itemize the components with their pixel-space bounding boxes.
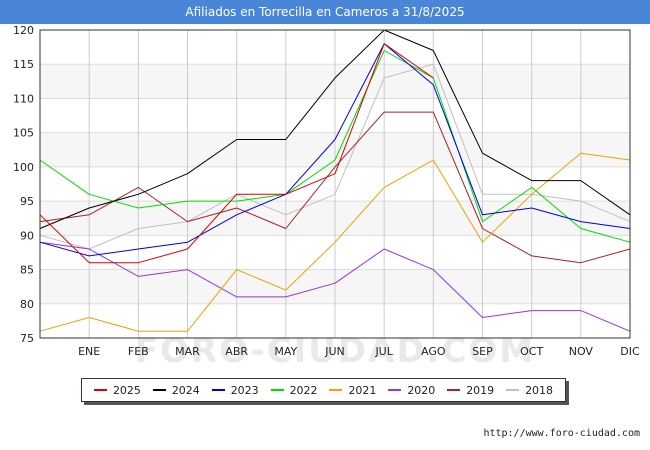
x-tick-label: AGO <box>421 345 446 358</box>
x-tick-label: MAY <box>274 345 297 358</box>
series-line-2021 <box>39 152 631 332</box>
legend-item-2020: 2020 <box>388 384 435 397</box>
y-tick-label: 100 <box>13 161 34 174</box>
legend-item-2023: 2023 <box>211 383 259 397</box>
legend-swatch <box>152 389 166 391</box>
legend-swatch <box>270 389 284 391</box>
legend-label: 2022 <box>289 383 318 397</box>
x-tick-label: ENE <box>78 345 100 358</box>
series-line-2019 <box>39 111 631 264</box>
plot-border <box>39 29 631 339</box>
legend-swatch <box>506 389 520 391</box>
x-tick-label: NOV <box>569 345 594 358</box>
x-axis-ticks: ENE FEB MAR ABR MAY JUN JUL AGO SEP OCT NOV DIC <box>78 345 640 358</box>
legend-label: 2018 <box>525 383 554 397</box>
legend-label: 2020 <box>407 383 436 397</box>
y-tick-label: 115 <box>13 58 34 71</box>
legend-item-2021: 2021 <box>329 384 376 397</box>
y-tick-label: 110 <box>13 92 34 105</box>
x-tick-label: DIC <box>620 345 640 358</box>
legend-swatch <box>211 389 225 391</box>
x-tick-label: JUL <box>374 345 393 358</box>
y-tick-label: 120 <box>13 24 34 37</box>
series-line-2022 <box>39 50 631 243</box>
y-tick-label: 90 <box>20 229 34 242</box>
title-bar: Afiliados en Torrecilla en Cameros a 31/… <box>0 0 650 24</box>
legend-item-2018: 2018 <box>506 384 553 397</box>
legend-swatch <box>447 389 461 391</box>
x-tick-label: MAR <box>175 345 200 358</box>
series-line-2020 <box>39 241 631 332</box>
x-tick-label: SEP <box>472 345 493 358</box>
x-tick-label: JUN <box>324 345 345 358</box>
legend-label: 2019 <box>466 383 495 397</box>
y-tick-label: 75 <box>20 332 34 345</box>
y-tick-label: 85 <box>20 264 34 277</box>
legend-item-2019: 2019 <box>447 384 494 397</box>
y-axis-ticks: 75 80 85 90 95 100 105 110 115 120 <box>13 24 34 345</box>
legend-swatch <box>93 389 107 391</box>
legend-swatch <box>329 389 343 391</box>
series-line-2023 <box>39 43 631 257</box>
source-url: http://www.foro-ciudad.com <box>483 428 640 439</box>
legend-label: 2021 <box>348 383 377 397</box>
legend-item-2025: 2025 <box>93 383 141 397</box>
legend-label: 2025 <box>112 383 141 397</box>
x-tick-label: FEB <box>128 345 149 358</box>
legend-label: 2024 <box>171 383 200 397</box>
legend-item-2024: 2024 <box>152 383 200 397</box>
series-line-2024 <box>39 29 631 229</box>
series-lines <box>39 29 631 332</box>
y-tick-label: 80 <box>20 298 34 311</box>
chart-title: Afiliados en Torrecilla en Cameros a 31/… <box>185 5 465 19</box>
series-line-2025 <box>39 43 434 264</box>
legend-label: 2023 <box>230 383 259 397</box>
y-tick-label: 95 <box>20 195 34 208</box>
legend-item-2022: 2022 <box>270 383 318 397</box>
legend-swatch <box>388 389 402 391</box>
x-tick-label: ABR <box>225 345 248 358</box>
legend: 2025 2024 2023 2022 2021 2020 2019 2018 <box>81 378 566 402</box>
y-tick-label: 105 <box>13 127 34 140</box>
x-tick-label: OCT <box>520 345 543 358</box>
